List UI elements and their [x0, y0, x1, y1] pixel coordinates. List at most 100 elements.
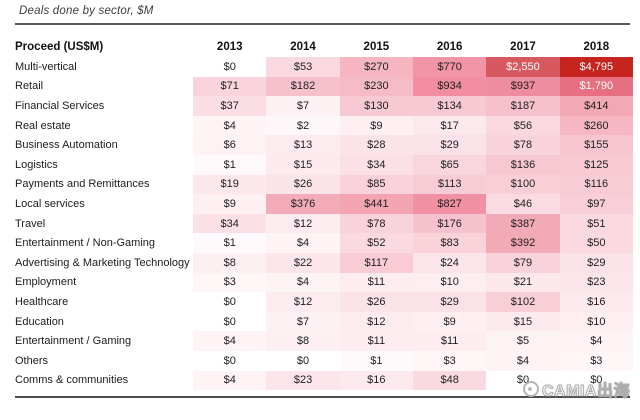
table-row: Advertising & Marketing Technology $8 $22 $…	[15, 252, 633, 273]
table-row: Travel $34 $12 $78 $176 $387 $51	[15, 213, 633, 234]
value-cell: $4	[266, 272, 340, 293]
value-cell: $4	[193, 115, 267, 136]
sector-label: Others	[15, 354, 49, 367]
table-row: Healthcare $0 $12 $26 $29 $102 $16	[15, 292, 633, 312]
sector-label: Business Automation	[15, 139, 118, 152]
year-header: 2016	[436, 40, 463, 53]
value-cell: $22	[266, 252, 340, 273]
value-cell: $24	[413, 252, 487, 273]
table-bottom-divider	[15, 396, 630, 398]
table-row: Entertainment / Gaming $4 $8 $11 $11 $5 $4	[15, 331, 633, 351]
value-cell: $56	[486, 115, 560, 136]
value-cell: $13	[266, 135, 340, 155]
value-cell: $23	[559, 272, 633, 293]
value-cell: $26	[339, 292, 413, 312]
sector-label: Healthcare	[15, 295, 69, 308]
value-cell: $387	[486, 213, 560, 234]
value-cell: $392	[486, 233, 560, 253]
value-cell: $29	[559, 252, 633, 273]
value-cell: $4	[559, 331, 633, 351]
table-header: Proceed (US$M) 2013 2014 2015 2016 2017 2018	[15, 36, 633, 57]
value-cell: $23	[266, 370, 340, 391]
value-cell: $376	[266, 194, 340, 214]
sector-label: Advertising & Marketing Technology	[15, 256, 190, 269]
value-cell: $100	[486, 174, 560, 195]
sector-label: Education	[15, 315, 64, 328]
value-cell: $6	[193, 135, 267, 155]
table-row: Local services $9 $376 $441 $827 $46 $97	[15, 194, 633, 214]
value-cell: $78	[486, 135, 560, 155]
value-cell: $21	[486, 272, 560, 293]
table-header-row: Proceed (US$M) 2013 2014 2015 2016 2017 2018	[15, 36, 633, 57]
value-cell: $51	[559, 213, 633, 234]
table-row: Multi-vertical $0 $53 $270 $770 $2,550 $4,795	[15, 57, 633, 77]
table-row: Business Automation $6 $13 $28 $29 $78 $155	[15, 135, 633, 155]
value-cell: $182	[266, 76, 340, 97]
value-cell: $3	[559, 350, 633, 371]
sector-label: Entertainment / Non-Gaming	[15, 237, 156, 250]
value-cell: $83	[413, 233, 487, 253]
value-cell: $2	[266, 115, 340, 136]
value-cell: $0	[559, 370, 633, 391]
value-cell: $11	[413, 331, 487, 351]
table-row: Education $0 $7 $12 $9 $15 $10	[15, 311, 633, 332]
value-cell: $117	[339, 252, 413, 273]
deals-by-sector-table: Proceed (US$M) 2013 2014 2015 2016 2017 2018 …	[15, 36, 633, 391]
value-cell: $37	[193, 96, 267, 116]
value-cell: $4	[266, 233, 340, 253]
sector-label: Payments and Remittances	[15, 178, 150, 191]
value-cell: $441	[339, 194, 413, 214]
value-cell: $16	[339, 370, 413, 391]
table-row: Logistics $1 $15 $34 $65 $136 $125	[15, 154, 633, 175]
value-cell: $16	[559, 292, 633, 312]
value-cell: $29	[413, 292, 487, 312]
value-cell: $414	[559, 96, 633, 116]
sector-label: Financial Services	[15, 99, 105, 112]
value-cell: $0	[193, 311, 267, 332]
value-cell: $19	[193, 174, 267, 195]
value-cell: $1	[339, 350, 413, 371]
value-cell: $827	[413, 194, 487, 214]
value-cell: $0	[193, 57, 267, 77]
value-cell: $34	[193, 213, 267, 234]
value-cell: $85	[339, 174, 413, 195]
value-cell: $0	[193, 350, 267, 371]
value-cell: $78	[339, 213, 413, 234]
value-cell: $8	[266, 331, 340, 351]
value-cell: $934	[413, 76, 487, 97]
year-header: 2018	[583, 40, 610, 53]
value-cell: $29	[413, 135, 487, 155]
table-row: Financial Services $37 $7 $130 $134 $187 $414	[15, 96, 633, 116]
value-cell: $11	[339, 272, 413, 293]
value-cell: $155	[559, 135, 633, 155]
value-cell: $1	[193, 233, 267, 253]
value-cell: $4	[193, 331, 267, 351]
value-cell: $116	[559, 174, 633, 195]
value-cell: $270	[339, 57, 413, 77]
sector-label: Retail	[15, 80, 44, 93]
value-cell: $15	[266, 154, 340, 175]
title-divider	[15, 23, 630, 25]
value-cell: $34	[339, 154, 413, 175]
sector-label: Real estate	[15, 119, 71, 132]
value-cell: $12	[339, 311, 413, 332]
value-cell: $15	[486, 311, 560, 332]
value-cell: $12	[266, 213, 340, 234]
value-cell: $3	[193, 272, 267, 293]
value-cell: $770	[413, 57, 487, 77]
year-header: 2014	[290, 40, 316, 53]
value-cell: $50	[559, 233, 633, 253]
row-header-label: Proceed (US$M)	[15, 40, 104, 53]
value-cell: $0	[266, 350, 340, 371]
value-cell: $48	[413, 370, 487, 391]
value-cell: $9	[413, 311, 487, 332]
value-cell: $1,790	[559, 76, 633, 97]
value-cell: $1	[193, 154, 267, 175]
table-body: Multi-vertical $0 $53 $270 $770 $2,550 $4,795 R…	[15, 57, 633, 391]
value-cell: $10	[413, 272, 487, 293]
sector-label: Travel	[15, 217, 46, 230]
year-header: 2013	[216, 40, 243, 53]
table-row: Comms & communities $4 $23 $16 $48 $0 $0	[15, 370, 633, 391]
value-cell: $53	[266, 57, 340, 77]
value-cell: $7	[266, 96, 340, 116]
